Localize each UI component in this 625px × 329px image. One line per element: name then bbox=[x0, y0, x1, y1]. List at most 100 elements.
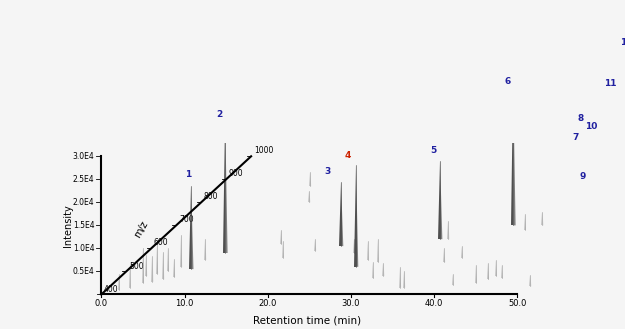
Polygon shape bbox=[173, 259, 174, 277]
Text: 2.5E4: 2.5E4 bbox=[73, 175, 94, 184]
Polygon shape bbox=[502, 265, 503, 278]
Polygon shape bbox=[180, 235, 181, 267]
Polygon shape bbox=[529, 275, 531, 286]
Polygon shape bbox=[354, 165, 356, 267]
Polygon shape bbox=[341, 182, 343, 246]
Text: 30.0: 30.0 bbox=[342, 299, 360, 308]
Text: 1: 1 bbox=[185, 170, 191, 179]
Polygon shape bbox=[585, 126, 587, 218]
Polygon shape bbox=[142, 248, 143, 283]
Polygon shape bbox=[525, 214, 526, 230]
Text: 5: 5 bbox=[430, 146, 436, 155]
Polygon shape bbox=[181, 235, 182, 267]
Polygon shape bbox=[143, 248, 144, 283]
Polygon shape bbox=[310, 172, 311, 186]
Text: 50.0: 50.0 bbox=[508, 299, 527, 308]
Polygon shape bbox=[511, 92, 513, 225]
Polygon shape bbox=[167, 248, 168, 271]
Polygon shape bbox=[146, 255, 147, 276]
Polygon shape bbox=[601, 136, 604, 200]
Polygon shape bbox=[309, 191, 311, 202]
Polygon shape bbox=[541, 212, 542, 225]
Text: 700: 700 bbox=[179, 215, 194, 224]
Polygon shape bbox=[448, 221, 449, 239]
Polygon shape bbox=[372, 262, 374, 278]
Polygon shape bbox=[156, 244, 157, 274]
Text: 3: 3 bbox=[324, 167, 330, 176]
Text: 6: 6 bbox=[504, 77, 511, 86]
Polygon shape bbox=[461, 246, 462, 258]
Polygon shape bbox=[189, 186, 191, 269]
Polygon shape bbox=[223, 124, 225, 253]
Text: 400: 400 bbox=[104, 285, 119, 293]
Polygon shape bbox=[495, 260, 496, 276]
Polygon shape bbox=[582, 147, 585, 212]
Polygon shape bbox=[282, 241, 284, 258]
Polygon shape bbox=[438, 161, 440, 239]
Text: 0.5E4: 0.5E4 bbox=[73, 267, 94, 276]
Text: 1000: 1000 bbox=[254, 146, 273, 155]
Polygon shape bbox=[119, 274, 120, 290]
Text: 9: 9 bbox=[580, 172, 586, 181]
Polygon shape bbox=[615, 92, 618, 193]
Polygon shape bbox=[487, 263, 488, 279]
Polygon shape bbox=[399, 267, 400, 288]
Text: 40.0: 40.0 bbox=[425, 299, 443, 308]
Polygon shape bbox=[367, 241, 368, 260]
Text: 3.0E4: 3.0E4 bbox=[73, 152, 94, 161]
Polygon shape bbox=[308, 191, 309, 202]
Text: 11: 11 bbox=[604, 79, 617, 88]
Polygon shape bbox=[225, 124, 228, 253]
Polygon shape bbox=[378, 239, 379, 262]
Text: 10.0: 10.0 bbox=[176, 299, 194, 308]
Text: m/z: m/z bbox=[132, 219, 149, 239]
Text: 1.0E4: 1.0E4 bbox=[73, 244, 94, 253]
Text: 2.0E4: 2.0E4 bbox=[73, 198, 94, 207]
Text: 600: 600 bbox=[154, 239, 169, 247]
Polygon shape bbox=[618, 92, 619, 193]
Polygon shape bbox=[353, 239, 354, 253]
Polygon shape bbox=[452, 274, 454, 285]
Text: 900: 900 bbox=[229, 169, 244, 178]
Polygon shape bbox=[400, 267, 401, 288]
Polygon shape bbox=[162, 252, 163, 279]
Text: 12: 12 bbox=[620, 38, 625, 47]
Polygon shape bbox=[524, 214, 525, 230]
Text: 2: 2 bbox=[217, 110, 223, 118]
Polygon shape bbox=[309, 172, 310, 186]
Polygon shape bbox=[354, 239, 356, 253]
Polygon shape bbox=[501, 265, 502, 278]
Text: Intensity: Intensity bbox=[63, 204, 73, 247]
Polygon shape bbox=[152, 256, 154, 282]
Polygon shape bbox=[145, 255, 146, 276]
Polygon shape bbox=[280, 230, 281, 244]
Text: 1.5E4: 1.5E4 bbox=[73, 221, 94, 230]
Polygon shape bbox=[451, 274, 452, 285]
Polygon shape bbox=[191, 186, 194, 269]
Polygon shape bbox=[377, 239, 378, 262]
Text: 10: 10 bbox=[586, 122, 597, 131]
Text: Retention time (min): Retention time (min) bbox=[253, 316, 361, 326]
Polygon shape bbox=[151, 256, 152, 282]
Polygon shape bbox=[599, 136, 601, 200]
Polygon shape bbox=[586, 184, 588, 225]
Polygon shape bbox=[440, 161, 442, 239]
Polygon shape bbox=[496, 260, 497, 276]
Text: 20.0: 20.0 bbox=[259, 299, 277, 308]
Polygon shape bbox=[475, 265, 476, 283]
Text: 500: 500 bbox=[129, 262, 144, 270]
Text: 7: 7 bbox=[572, 134, 579, 142]
Polygon shape bbox=[129, 265, 131, 288]
Polygon shape bbox=[356, 165, 358, 267]
Polygon shape bbox=[476, 265, 477, 283]
Polygon shape bbox=[580, 147, 582, 212]
Polygon shape bbox=[368, 241, 369, 260]
Polygon shape bbox=[204, 239, 206, 260]
Text: 4: 4 bbox=[344, 151, 351, 160]
Text: 0.0: 0.0 bbox=[95, 299, 108, 308]
Polygon shape bbox=[314, 239, 315, 251]
Polygon shape bbox=[168, 248, 169, 271]
Polygon shape bbox=[443, 248, 444, 262]
Polygon shape bbox=[157, 244, 158, 274]
Polygon shape bbox=[582, 126, 585, 218]
